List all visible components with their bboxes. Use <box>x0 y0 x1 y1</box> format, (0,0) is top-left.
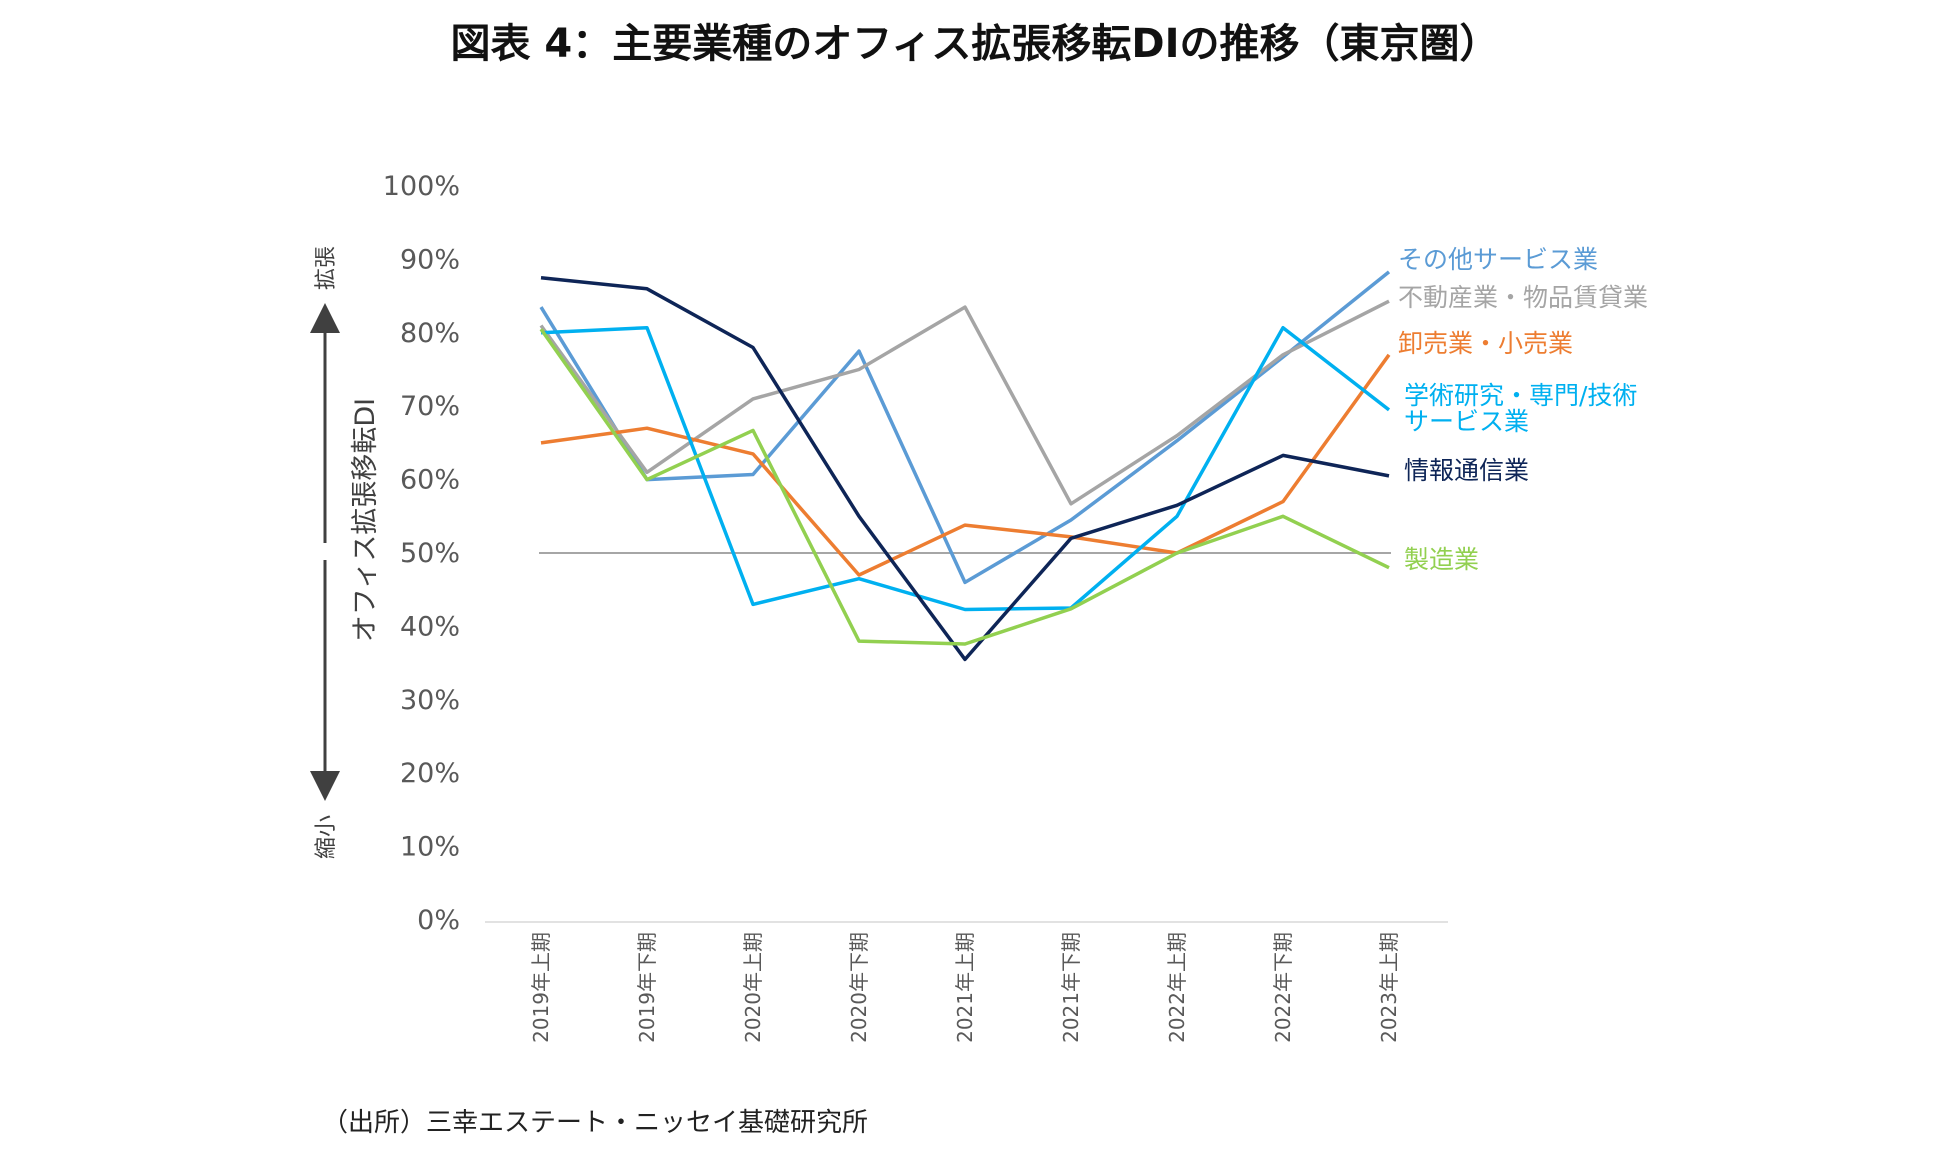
x-tick-label: 2021年下期 <box>1059 932 1083 1043</box>
chart-title: 図表 4：主要業種のオフィス拡張移転DIの推移（東京圏） <box>450 21 1499 67</box>
y-tick-label: 70% <box>400 391 460 422</box>
x-tick-label: 2020年上期 <box>741 932 765 1043</box>
expand-label: 拡張 <box>314 246 339 290</box>
legend-label: 製造業 <box>1404 545 1479 574</box>
legend-label: 学術研究・専門/技術 <box>1404 381 1637 410</box>
y-tick-label: 80% <box>400 318 460 349</box>
y-tick-label: 10% <box>400 832 460 863</box>
y-tick-label: 30% <box>400 685 460 716</box>
legend-label: 不動産業・物品賃貸業 <box>1398 283 1648 312</box>
y-tick-label: 20% <box>400 758 460 789</box>
y-axis-label: オフィス拡張移転DI <box>350 398 381 642</box>
y-axis-ticks: 0% 10% 20% 30% 40% 50% 60% 70% 80% 90% 100% <box>383 171 460 936</box>
x-tick-label: 2022年上期 <box>1165 932 1189 1043</box>
x-tick-label: 2019年下期 <box>635 932 659 1043</box>
legend: その他サービス業不動産業・物品賃貸業卸売業・小売業学術研究・専門/技術サービス業… <box>1398 245 1648 574</box>
shrink-label: 縮小 <box>314 815 339 859</box>
series-line <box>539 328 1390 646</box>
series-lines <box>539 270 1391 662</box>
x-axis-ticks: 2019年上期 2019年下期 2020年上期 2020年下期 2021年上期 2021年… <box>529 932 1401 1043</box>
legend-label: 情報通信業 <box>1404 456 1529 485</box>
series-line <box>540 325 1391 612</box>
series-line <box>539 299 1390 506</box>
y-tick-label: 60% <box>400 465 460 496</box>
x-tick-label: 2020年下期 <box>847 932 871 1043</box>
x-tick-label: 2022年下期 <box>1271 932 1295 1043</box>
y-tick-label: 0% <box>417 905 460 936</box>
y-tick-label: 50% <box>400 538 460 569</box>
x-tick-label: 2019年上期 <box>529 932 553 1043</box>
legend-label: その他サービス業 <box>1398 245 1598 274</box>
x-tick-label: 2023年上期 <box>1377 932 1401 1043</box>
legend-label: 卸売業・小売業 <box>1398 329 1573 358</box>
series-line <box>540 276 1390 662</box>
series-line <box>539 270 1391 585</box>
y-tick-label: 100% <box>383 171 460 202</box>
series-line <box>540 353 1391 577</box>
y-tick-label: 90% <box>400 244 460 275</box>
legend-label: サービス業 <box>1404 407 1529 436</box>
x-tick-label: 2021年上期 <box>953 932 977 1043</box>
y-tick-label: 40% <box>400 611 460 642</box>
source-note: （出所）三幸エステート・ニッセイ基礎研究所 <box>322 1108 868 1138</box>
